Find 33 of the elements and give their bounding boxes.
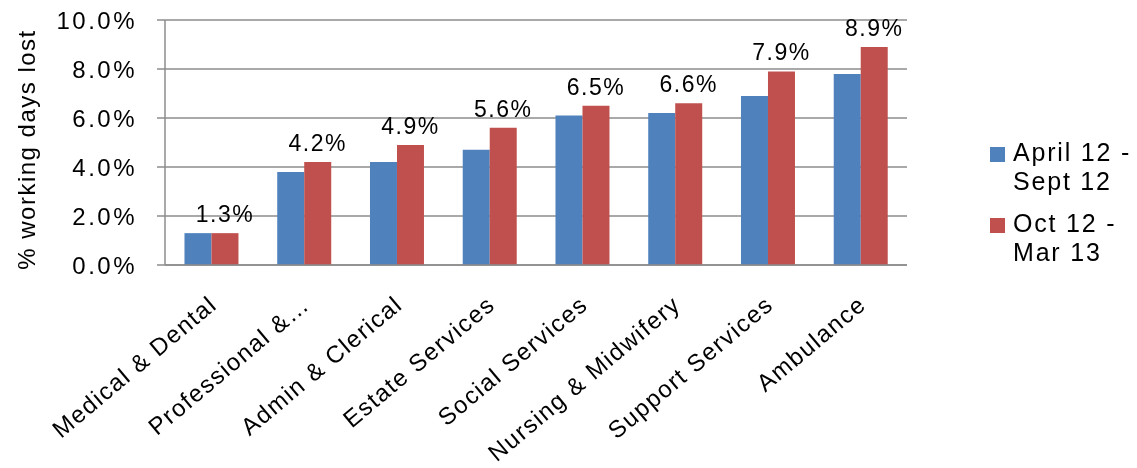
bar — [184, 233, 212, 265]
y-tick-label: 4.0% — [72, 153, 137, 181]
bar — [582, 105, 610, 265]
y-tick-label: 0.0% — [72, 251, 137, 279]
y-tick-label: 2.0% — [72, 202, 137, 230]
bar — [462, 149, 490, 265]
bar — [211, 233, 239, 265]
bar — [648, 113, 676, 265]
data-label: 5.6% — [474, 95, 533, 122]
data-label: 6.5% — [566, 73, 626, 100]
data-label: 4.2% — [288, 130, 347, 157]
bar — [555, 115, 583, 265]
y-tick-label: 10.0% — [56, 6, 137, 34]
data-label: 4.9% — [381, 112, 440, 139]
bar — [304, 162, 332, 265]
bar — [369, 162, 397, 265]
data-label: 6.6% — [659, 71, 718, 98]
bar — [833, 73, 861, 265]
data-label: 1.3% — [195, 201, 255, 228]
legend-label: Oct 12 - Mar 13 — [1013, 209, 1118, 267]
y-axis-title: % working days lost — [12, 29, 40, 270]
legend-label: April 12 - Sept 12 — [1013, 138, 1133, 196]
data-label: 7.9% — [752, 39, 811, 66]
data-label: 8.9% — [845, 14, 904, 41]
bar — [767, 71, 795, 265]
bar — [277, 171, 305, 265]
bar — [396, 144, 424, 265]
bar — [740, 95, 768, 265]
bar — [489, 127, 517, 265]
bar — [675, 103, 703, 265]
y-tick-label: 6.0% — [72, 104, 137, 132]
bar — [860, 46, 888, 265]
y-tick-label: 8.0% — [72, 55, 137, 83]
